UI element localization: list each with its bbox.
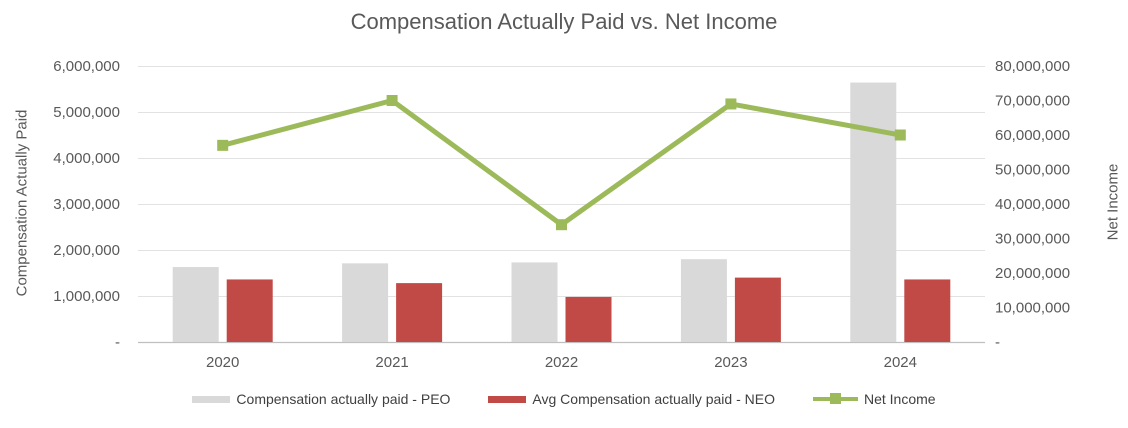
svg-text:3,000,000: 3,000,000 [53, 196, 120, 213]
legend: Compensation actually paid - PEO Avg Com… [0, 391, 1128, 407]
svg-text:10,000,000: 10,000,000 [995, 300, 1070, 317]
svg-text:5,000,000: 5,000,000 [53, 104, 120, 121]
svg-text:20,000,000: 20,000,000 [995, 265, 1070, 282]
legend-label-neo: Avg Compensation actually paid - NEO [532, 391, 775, 407]
legend-swatch-peo-icon [192, 395, 231, 403]
legend-swatch-neo-icon [488, 395, 527, 403]
svg-text:2024: 2024 [884, 354, 917, 371]
svg-text:6,000,000: 6,000,000 [53, 58, 120, 75]
svg-text:40,000,000: 40,000,000 [995, 196, 1070, 213]
svg-text:-: - [115, 334, 120, 351]
svg-text:2020: 2020 [206, 354, 239, 371]
svg-text:2,000,000: 2,000,000 [53, 242, 120, 259]
plot-area: - 1,000,000 2,000,000 3,000,000 4,000,000 5,0… [53, 58, 1070, 371]
svg-text:70,000,000: 70,000,000 [995, 93, 1070, 110]
svg-text:2021: 2021 [375, 354, 408, 371]
legend-item-net-income: Net Income [812, 391, 936, 407]
svg-text:2023: 2023 [714, 354, 747, 371]
svg-text:60,000,000: 60,000,000 [995, 127, 1070, 144]
svg-text:4,000,000: 4,000,000 [53, 150, 120, 167]
svg-text:30,000,000: 30,000,000 [995, 231, 1070, 248]
legend-label-peo: Compensation actually paid - PEO [236, 391, 451, 407]
chart-title: Compensation Actually Paid vs. Net Incom… [350, 9, 778, 34]
legend-item-neo: Avg Compensation actually paid - NEO [488, 391, 775, 407]
svg-text:2022: 2022 [545, 354, 578, 371]
legend-line-marker-icon [812, 393, 858, 405]
svg-text:80,000,000: 80,000,000 [995, 58, 1070, 75]
svg-text:50,000,000: 50,000,000 [995, 162, 1070, 179]
svg-text:1,000,000: 1,000,000 [53, 288, 120, 305]
svg-text:-: - [995, 334, 1000, 351]
legend-label-net-income: Net Income [863, 391, 936, 407]
legend-item-peo: Compensation actually paid - PEO [192, 391, 450, 407]
